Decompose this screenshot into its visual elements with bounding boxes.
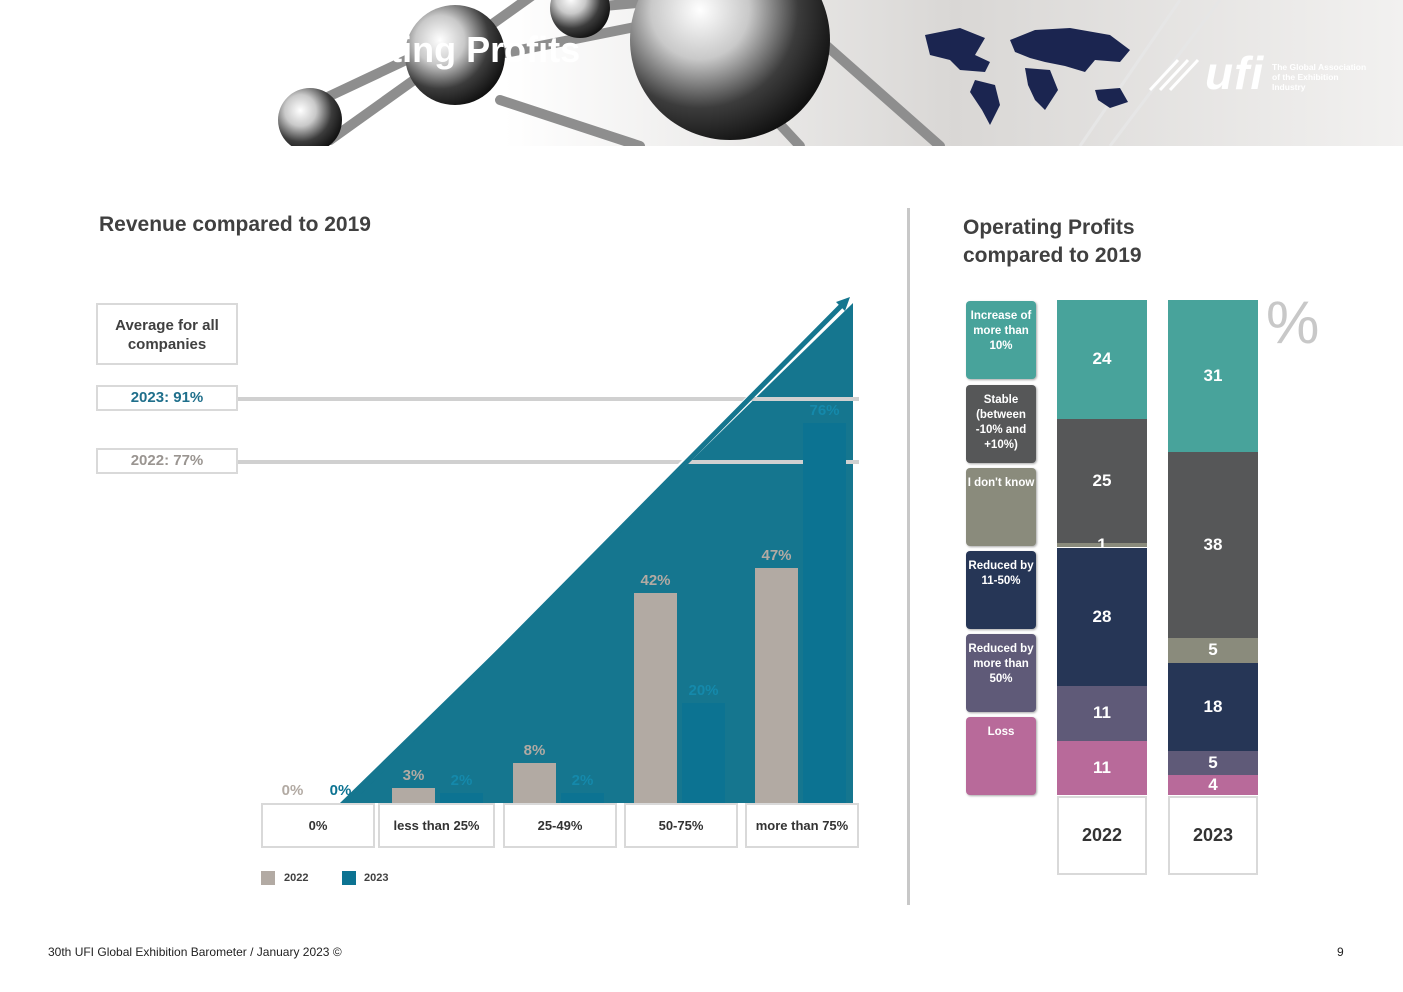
profits-legend-item-0: Increase of more than 10% <box>966 301 1036 379</box>
profits-segment-2022-0: 24 <box>1057 300 1147 419</box>
profits-legend-item-2: I don't know <box>966 468 1036 546</box>
trend-arrow <box>338 303 844 814</box>
profits-segment-label: 11 <box>1093 703 1111 723</box>
bar-2022-1 <box>392 788 435 803</box>
header-banner: Revenue and Operating Profits Global ufi… <box>0 0 1403 146</box>
profits-segment-2023-1: 38 <box>1168 451 1258 639</box>
profits-legend-item-3: Reduced by 11-50% <box>966 551 1036 629</box>
category-label-3: 50-75% <box>624 803 738 848</box>
legend-swatch-2022 <box>261 871 275 885</box>
bar-2022-2 <box>513 763 556 803</box>
profits-legend-item-4: Reduced by more than 50% <box>966 634 1036 712</box>
bar-2023-2 <box>561 793 604 803</box>
percent-unit-symbol: % <box>1266 289 1320 356</box>
profits-segment-label: 31 <box>1203 365 1223 385</box>
banner-graphic <box>0 0 1403 146</box>
profits-segment-label: 5 <box>1208 640 1218 660</box>
bar-label-2022-4: 47% <box>761 547 791 564</box>
bar-label-2022-1: 3% <box>403 767 425 784</box>
bar-label-2022-0: 0% <box>282 782 304 799</box>
bar-2023-4 <box>803 423 846 803</box>
profits-segment-2023-2: 5 <box>1168 638 1258 663</box>
profits-segment-label: 28 <box>1092 606 1112 626</box>
profits-segment-label: 4 <box>1208 775 1218 795</box>
profits-segment-2022-5: 11 <box>1057 740 1147 795</box>
profits-segment-2023-4: 5 <box>1168 750 1258 776</box>
bar-label-2023-0: 0% <box>330 782 352 799</box>
profits-segment-2022-4: 11 <box>1057 686 1147 741</box>
average-label-box: Average for all companies <box>96 303 238 365</box>
profits-segment-2023-5: 4 <box>1168 775 1258 795</box>
trend-arrow-head-icon <box>836 297 850 311</box>
bar-label-2023-3: 20% <box>688 682 718 699</box>
section-divider <box>907 208 910 905</box>
profits-segment-2022-3: 28 <box>1057 547 1147 687</box>
bar-2023-3 <box>682 703 725 803</box>
profits-chart-title: Operating Profits compared to 2019 <box>963 214 1142 270</box>
ufi-logo: ufi <box>1205 47 1265 99</box>
bar-label-2022-3: 42% <box>640 572 670 589</box>
profits-year-label-2023: 2023 <box>1168 796 1258 875</box>
profits-segment-label: 18 <box>1203 696 1223 716</box>
category-label-1: less than 25% <box>378 803 495 848</box>
slide-subtitle: Global <box>52 71 165 112</box>
footer-source: 30th UFI Global Exhibition Barometer / J… <box>48 945 342 959</box>
profits-segment-label: 1 <box>1097 535 1107 555</box>
bar-2022-4 <box>755 568 798 803</box>
profits-segment-label: 25 <box>1092 470 1112 490</box>
bar-label-2023-2: 2% <box>572 772 594 789</box>
profits-segment-2023-0: 31 <box>1168 300 1258 452</box>
legend-label-2022: 2022 <box>284 872 309 884</box>
ufi-speed-lines-icon <box>1148 58 1200 92</box>
profits-segment-label: 5 <box>1208 753 1218 773</box>
bar-label-2023-1: 2% <box>451 772 473 789</box>
profits-segment-2023-3: 18 <box>1168 662 1258 751</box>
profits-legend-item-1: Stable (between -10% and +10%) <box>966 385 1036 463</box>
legend-swatch-2023 <box>342 871 356 885</box>
profits-segment-label: 38 <box>1203 535 1223 555</box>
profits-segment-label: 11 <box>1093 757 1111 777</box>
average-2023-box: 2023: 91% <box>96 385 238 411</box>
bar-label-2023-4: 76% <box>809 402 839 419</box>
category-label-4: more than 75% <box>745 803 859 848</box>
profits-segment-2022-1: 25 <box>1057 418 1147 543</box>
legend-label-2023: 2023 <box>364 872 389 884</box>
profits-segment-label: 24 <box>1092 349 1112 369</box>
profits-legend-item-5: Loss <box>966 717 1036 795</box>
profits-title-line2: compared to 2019 <box>963 244 1142 267</box>
category-label-0: 0% <box>261 803 375 848</box>
bar-2023-1 <box>440 793 483 803</box>
bar-2022-3 <box>634 593 677 803</box>
slide-title: Revenue and Operating Profits <box>52 29 581 70</box>
page-number: 9 <box>1337 945 1344 959</box>
bar-label-2022-2: 8% <box>524 742 546 759</box>
profits-title-line1: Operating Profits <box>963 216 1135 239</box>
profits-segment-2022-2: 1 <box>1057 535 1147 554</box>
average-2022-box: 2022: 77% <box>96 448 238 474</box>
profits-year-label-2022: 2022 <box>1057 796 1147 875</box>
revenue-chart-title: Revenue compared to 2019 <box>99 213 371 236</box>
category-label-2: 25-49% <box>503 803 617 848</box>
ufi-tagline: The Global Association of the Exhibition… <box>1272 62 1367 92</box>
revenue-chart: 0% 3% 8% 42% 47% 0% 2% 2% 20% 76% <box>238 297 859 814</box>
